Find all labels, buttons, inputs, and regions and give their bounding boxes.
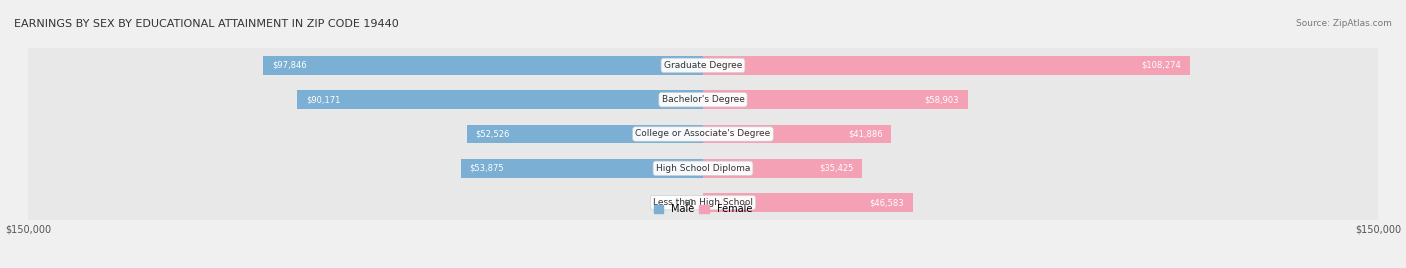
Text: $108,274: $108,274: [1142, 61, 1181, 70]
Bar: [703, 193, 912, 212]
Bar: [28, 117, 1378, 151]
Text: $58,903: $58,903: [925, 95, 959, 104]
Text: $90,171: $90,171: [307, 95, 340, 104]
Text: Source: ZipAtlas.com: Source: ZipAtlas.com: [1296, 19, 1392, 28]
Bar: [263, 56, 703, 75]
Text: $53,875: $53,875: [470, 164, 505, 173]
Bar: [703, 125, 891, 143]
Text: Bachelor's Degree: Bachelor's Degree: [662, 95, 744, 104]
Text: $35,425: $35,425: [820, 164, 853, 173]
Bar: [28, 48, 1378, 83]
Text: $52,526: $52,526: [475, 129, 510, 139]
Text: Less than High School: Less than High School: [652, 198, 754, 207]
Text: High School Diploma: High School Diploma: [655, 164, 751, 173]
Bar: [467, 125, 703, 143]
Text: $41,886: $41,886: [848, 129, 883, 139]
Text: $46,583: $46,583: [869, 198, 904, 207]
Bar: [28, 83, 1378, 117]
Bar: [703, 159, 862, 178]
Bar: [461, 159, 703, 178]
Bar: [703, 56, 1189, 75]
Bar: [28, 151, 1378, 185]
Bar: [703, 90, 967, 109]
Text: $97,846: $97,846: [271, 61, 307, 70]
Bar: [28, 185, 1378, 220]
Text: EARNINGS BY SEX BY EDUCATIONAL ATTAINMENT IN ZIP CODE 19440: EARNINGS BY SEX BY EDUCATIONAL ATTAINMEN…: [14, 19, 399, 29]
Text: College or Associate's Degree: College or Associate's Degree: [636, 129, 770, 139]
Text: Graduate Degree: Graduate Degree: [664, 61, 742, 70]
Bar: [297, 90, 703, 109]
Text: $0: $0: [683, 198, 695, 207]
Legend: Male, Female: Male, Female: [650, 200, 756, 218]
